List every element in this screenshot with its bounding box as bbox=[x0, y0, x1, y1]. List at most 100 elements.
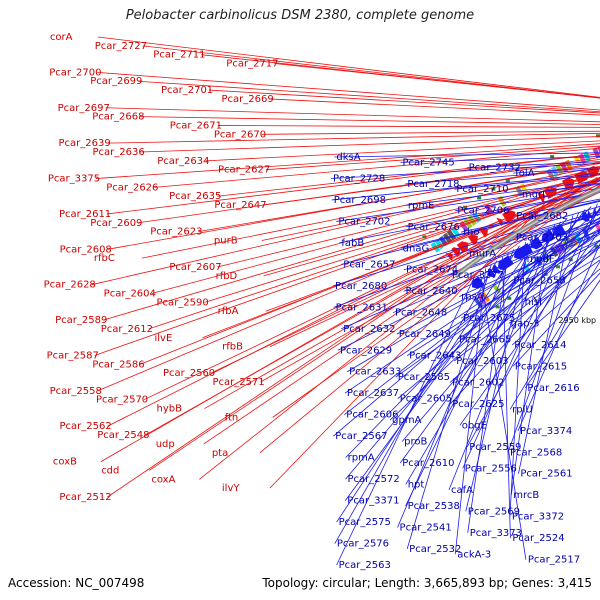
cog-category-block bbox=[484, 203, 494, 215]
leader-line bbox=[401, 209, 600, 442]
leader-line bbox=[510, 228, 550, 496]
leader-line bbox=[405, 234, 538, 507]
leader-line bbox=[336, 276, 476, 566]
cog-category-block bbox=[446, 229, 457, 241]
gene-label: Pcar_2657 bbox=[343, 259, 395, 270]
gene-label: Pcar_2541 bbox=[400, 522, 452, 533]
leader-line bbox=[466, 213, 600, 255]
gene-label: Pcar_2561 bbox=[520, 469, 572, 480]
gene-label: Pcar_2569 bbox=[468, 506, 520, 517]
gene-label: Pcar_2587 bbox=[47, 350, 99, 361]
gene-label: Pcar_2607 bbox=[169, 262, 221, 273]
leader-line bbox=[518, 215, 574, 474]
leader-line bbox=[208, 89, 600, 114]
gene-label: Pcar_2631 bbox=[336, 302, 388, 313]
trna-marker bbox=[495, 305, 500, 309]
leader-line bbox=[460, 200, 600, 233]
backbone-highlight bbox=[454, 188, 600, 277]
gene-label: dksA bbox=[336, 152, 360, 163]
gene-label: dnaG bbox=[403, 243, 430, 254]
leader-line bbox=[261, 170, 600, 241]
gene-label: Pcar_2614 bbox=[514, 340, 566, 351]
gene-label: gap-3 bbox=[511, 318, 540, 329]
gene-label: Pcar_2633 bbox=[349, 367, 401, 378]
topology-summary: Topology: circular; Length: 3,665,893 bp… bbox=[262, 576, 592, 590]
leader-line bbox=[336, 182, 600, 222]
gene-label: Pcar_2572 bbox=[347, 474, 399, 485]
leader-line bbox=[462, 212, 580, 469]
gene-label: ftn bbox=[225, 412, 239, 423]
gene-label: coxB bbox=[53, 457, 77, 468]
cog-category-block bbox=[430, 242, 441, 253]
cog-category-block bbox=[459, 220, 469, 232]
gene-label: Pcar_2732 bbox=[469, 163, 521, 174]
leader-line bbox=[263, 180, 600, 277]
gene-label: Pcar_2603 bbox=[456, 356, 508, 367]
genome-backbone bbox=[453, 186, 600, 279]
leader-line bbox=[330, 162, 600, 179]
leader-line bbox=[509, 260, 600, 410]
leader-line bbox=[204, 179, 600, 303]
gene-label: Pcar_2635 bbox=[169, 191, 221, 202]
gene-label: mrcB bbox=[513, 490, 539, 501]
gene-label: rfbD bbox=[216, 271, 238, 282]
gene-label: Pcar_3377 bbox=[452, 270, 504, 281]
leader-line bbox=[449, 244, 600, 383]
leader-line bbox=[345, 218, 568, 480]
gene-label: Pcar_2668 bbox=[92, 112, 144, 123]
gene-label: Pcar_2669 bbox=[221, 94, 273, 105]
leader-line bbox=[449, 221, 600, 276]
leader-line bbox=[454, 268, 487, 555]
gene-label: Pcar_2602 bbox=[452, 377, 504, 388]
reverse-gene-arrow bbox=[492, 264, 501, 274]
leader-line bbox=[392, 222, 600, 314]
gene-label: Pcar_2636 bbox=[92, 147, 144, 158]
leader-line bbox=[261, 130, 600, 135]
leader-line bbox=[344, 220, 600, 394]
gene-label: Pcar_2671 bbox=[170, 120, 222, 131]
gene-label: Pcar_3375 bbox=[48, 174, 100, 185]
trna-marker bbox=[477, 196, 482, 200]
gene-label: purB bbox=[214, 235, 238, 246]
leader-line bbox=[138, 157, 600, 224]
leader-line bbox=[454, 246, 600, 362]
gene-label: ackA-3 bbox=[457, 549, 491, 560]
leader-line bbox=[140, 116, 600, 125]
leader-line bbox=[395, 231, 600, 378]
leader-line bbox=[95, 143, 600, 179]
cog-category-block bbox=[463, 218, 473, 229]
gene-label: cdd bbox=[101, 465, 119, 476]
leader-line bbox=[140, 136, 600, 153]
gene-label: Pcar_2615 bbox=[515, 361, 567, 372]
leader-line bbox=[467, 253, 509, 533]
gene-label: Pcar_2701 bbox=[161, 85, 213, 96]
gene-label: Pcar_2648 bbox=[395, 308, 447, 319]
gene-label: Pcar_3371 bbox=[347, 496, 399, 507]
leader-line bbox=[456, 245, 600, 340]
trna-marker bbox=[594, 244, 599, 248]
leader-line bbox=[455, 187, 600, 212]
gene-label: Pcar_2568 bbox=[510, 447, 562, 458]
gene-label: Pcar_2560 bbox=[163, 368, 215, 379]
leader-line bbox=[148, 191, 567, 471]
leader-line bbox=[449, 239, 600, 405]
gene-label: Pcar_2585 bbox=[398, 372, 450, 383]
gene-label: Pcar_2699 bbox=[90, 76, 142, 87]
gene-label: Pcar_2586 bbox=[92, 359, 144, 370]
trna-marker bbox=[596, 134, 600, 138]
leader-line bbox=[524, 230, 600, 260]
leader-line bbox=[269, 202, 546, 489]
cog-category-block bbox=[546, 248, 555, 260]
gene-label: Pcar_2728 bbox=[333, 173, 385, 184]
leader-line bbox=[334, 152, 600, 158]
gene-label: Pcar_2703 bbox=[516, 233, 568, 244]
gene-label: Pcar_2609 bbox=[90, 218, 142, 229]
gene-label: proB bbox=[404, 437, 427, 448]
gene-label: Pcar_2616 bbox=[527, 383, 579, 394]
gene-label: rfbB bbox=[222, 342, 243, 353]
leader-line bbox=[405, 221, 562, 485]
gene-label: Pcar_2632 bbox=[343, 324, 395, 335]
leader-line bbox=[103, 173, 600, 321]
leader-line bbox=[142, 45, 600, 99]
gene-label: fabB bbox=[341, 238, 364, 249]
